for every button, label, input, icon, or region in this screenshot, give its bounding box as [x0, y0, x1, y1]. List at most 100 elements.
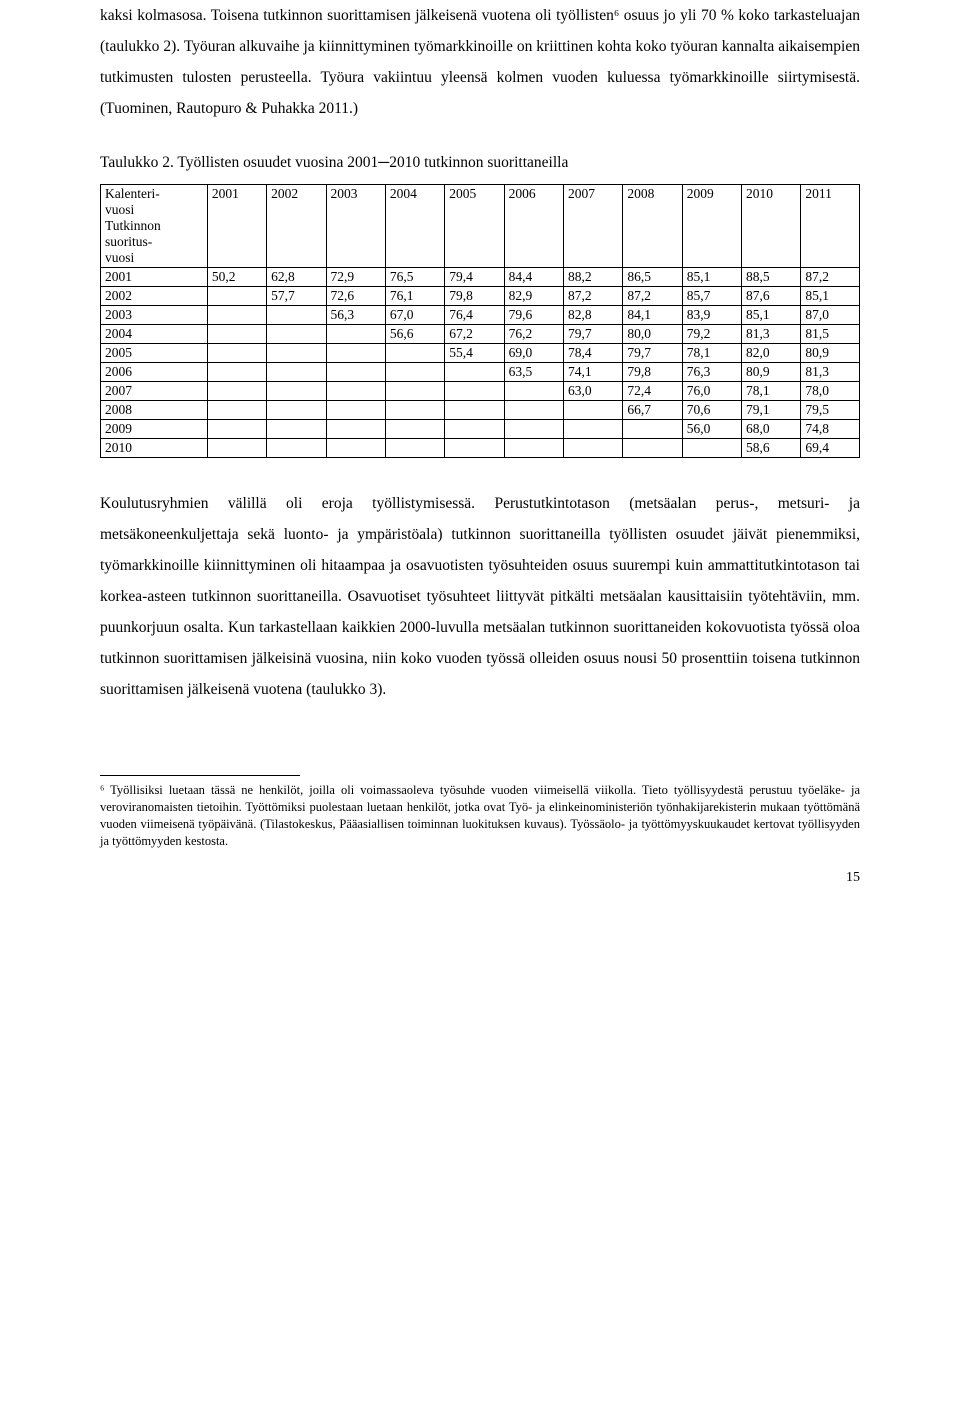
table-cell: [445, 363, 504, 382]
table-cell: [207, 325, 266, 344]
table-cell: [563, 401, 622, 420]
row-year: 2005: [101, 344, 208, 363]
table-body: 200150,262,872,976,579,484,488,286,585,1…: [101, 268, 860, 458]
row-year: 2003: [101, 306, 208, 325]
table-header-row: Kalenteri- vuosi Tutkinnon suoritus- vuo…: [101, 185, 860, 268]
table-row: 200956,068,074,8: [101, 420, 860, 439]
table-cell: 78,4: [563, 344, 622, 363]
table-cell: 66,7: [623, 401, 682, 420]
col-2006: 2006: [504, 185, 563, 268]
table-cell: 72,6: [326, 287, 385, 306]
table-cell: 63,5: [504, 363, 563, 382]
table-cell: 84,1: [623, 306, 682, 325]
table-cell: 69,4: [801, 439, 860, 458]
table-row: 200555,469,078,479,778,182,080,9: [101, 344, 860, 363]
table-cell: 67,2: [445, 325, 504, 344]
table-cell: [267, 344, 326, 363]
table-cell: [326, 325, 385, 344]
row-year: 2009: [101, 420, 208, 439]
table-cell: 84,4: [504, 268, 563, 287]
table-cell: 82,9: [504, 287, 563, 306]
table-cell: 87,0: [801, 306, 860, 325]
table-cell: 74,8: [801, 420, 860, 439]
table-cell: 87,6: [742, 287, 801, 306]
row-year: 2007: [101, 382, 208, 401]
table-cell: 85,1: [682, 268, 741, 287]
table-cell: 72,4: [623, 382, 682, 401]
table-cell: 63,0: [563, 382, 622, 401]
table-cell: [445, 420, 504, 439]
col-2011: 2011: [801, 185, 860, 268]
table-corner-label: Kalenteri- vuosi Tutkinnon suoritus- vuo…: [101, 185, 208, 268]
table-cell: [207, 344, 266, 363]
table-cell: 79,6: [504, 306, 563, 325]
table-cell: 67,0: [385, 306, 444, 325]
table-cell: 50,2: [207, 268, 266, 287]
table-row: 200150,262,872,976,579,484,488,286,585,1…: [101, 268, 860, 287]
table-cell: [267, 325, 326, 344]
footnote-6: ⁶ Työllisiksi luetaan tässä ne henkilöt,…: [100, 782, 860, 850]
table-cell: 72,9: [326, 268, 385, 287]
table-cell: 78,1: [682, 344, 741, 363]
table-cell: [207, 306, 266, 325]
table-row: 200663,574,179,876,380,981,3: [101, 363, 860, 382]
table-cell: 58,6: [742, 439, 801, 458]
table-row: 200456,667,276,279,780,079,281,381,5: [101, 325, 860, 344]
table-cell: 76,2: [504, 325, 563, 344]
table-row: 200356,367,076,479,682,884,183,985,187,0: [101, 306, 860, 325]
table-cell: [445, 382, 504, 401]
table-cell: 76,3: [682, 363, 741, 382]
table-cell: [385, 401, 444, 420]
row-year: 2002: [101, 287, 208, 306]
col-2004: 2004: [385, 185, 444, 268]
col-2007: 2007: [563, 185, 622, 268]
row-year: 2004: [101, 325, 208, 344]
table-cell: [267, 382, 326, 401]
table-cell: 82,8: [563, 306, 622, 325]
table-cell: [267, 439, 326, 458]
table-cell: [445, 439, 504, 458]
paragraph-2: Koulutusryhmien välillä oli eroja työlli…: [100, 488, 860, 705]
table-cell: 79,7: [623, 344, 682, 363]
table-cell: 55,4: [445, 344, 504, 363]
table-cell: [326, 382, 385, 401]
table-cell: [267, 401, 326, 420]
table-cell: 76,4: [445, 306, 504, 325]
col-2010: 2010: [742, 185, 801, 268]
table-cell: 78,1: [742, 382, 801, 401]
table-cell: [326, 420, 385, 439]
table-cell: 76,1: [385, 287, 444, 306]
table-cell: [504, 439, 563, 458]
table-cell: 69,0: [504, 344, 563, 363]
table-cell: [207, 287, 266, 306]
table-cell: 68,0: [742, 420, 801, 439]
row-year: 2008: [101, 401, 208, 420]
table-cell: 79,5: [801, 401, 860, 420]
table-cell: [267, 363, 326, 382]
table-cell: 88,2: [563, 268, 622, 287]
page-container: kaksi kolmasosa. Toisena tutkinnon suori…: [0, 0, 960, 926]
table-cell: [326, 439, 385, 458]
table-cell: [207, 401, 266, 420]
table-cell: [623, 420, 682, 439]
row-year: 2001: [101, 268, 208, 287]
table-cell: 87,2: [563, 287, 622, 306]
table-cell: [326, 344, 385, 363]
table-cell: 88,5: [742, 268, 801, 287]
table-cell: [563, 439, 622, 458]
footnote-rule: [100, 775, 300, 776]
table-cell: [385, 363, 444, 382]
table-cell: [623, 439, 682, 458]
table-cell: [385, 439, 444, 458]
table-cell: [682, 439, 741, 458]
table-cell: [207, 382, 266, 401]
table-cell: 83,9: [682, 306, 741, 325]
row-year: 2006: [101, 363, 208, 382]
table-cell: [207, 439, 266, 458]
table-cell: 81,3: [742, 325, 801, 344]
table-cell: 57,7: [267, 287, 326, 306]
table-cell: 87,2: [623, 287, 682, 306]
table-cell: 80,9: [742, 363, 801, 382]
col-2005: 2005: [445, 185, 504, 268]
table-cell: [267, 420, 326, 439]
